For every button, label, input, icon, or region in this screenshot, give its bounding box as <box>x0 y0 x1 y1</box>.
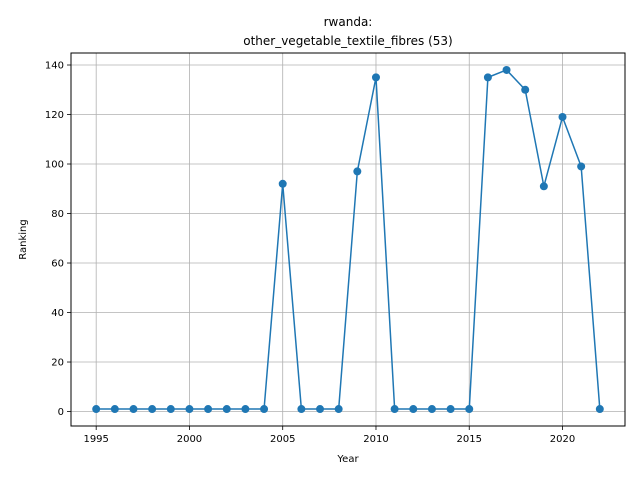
y-axis-ticks: 0 20 40 60 80 100 120 140 <box>45 61 71 418</box>
x-tick-label: 2015 <box>457 434 482 445</box>
y-axis-label: Ranking <box>18 219 29 259</box>
data-point <box>110 405 119 414</box>
data-point <box>297 405 306 414</box>
x-tick-label: 2010 <box>363 434 388 445</box>
data-point <box>278 179 287 188</box>
data-point <box>148 405 157 414</box>
data-point <box>577 162 586 171</box>
data-point <box>465 405 474 414</box>
y-tick-label: 100 <box>45 160 64 171</box>
data-point <box>558 112 567 121</box>
series-line <box>96 69 601 410</box>
data-point <box>260 405 269 414</box>
x-tick-label: 1995 <box>83 434 108 445</box>
data-point <box>483 73 492 82</box>
data-point <box>166 405 175 414</box>
data-point <box>129 405 138 414</box>
data-point <box>334 405 343 414</box>
data-point <box>446 405 455 414</box>
x-axis-ticks: 1995 2000 2005 2010 2015 2020 <box>83 426 575 445</box>
chart-title-line2: other_vegetable_textile_fibres (53) <box>243 34 453 48</box>
x-tick-label: 2000 <box>177 434 202 445</box>
y-tick-label: 60 <box>51 259 64 270</box>
plot-area-frame <box>70 52 626 427</box>
data-point <box>539 182 548 191</box>
data-point <box>185 405 194 414</box>
data-point <box>595 405 604 414</box>
y-tick-label: 40 <box>51 308 64 319</box>
data-point <box>204 405 213 414</box>
data-point <box>502 65 511 74</box>
data-point <box>427 405 436 414</box>
y-tick-label: 120 <box>45 110 64 121</box>
y-tick-label: 0 <box>58 407 64 418</box>
data-point <box>353 167 362 176</box>
data-point <box>92 405 101 414</box>
x-axis-label: Year <box>336 454 359 465</box>
data-point <box>316 405 325 414</box>
y-tick-label: 80 <box>51 209 64 220</box>
data-point <box>222 405 231 414</box>
x-tick-label: 2020 <box>550 434 575 445</box>
series-group <box>92 65 604 414</box>
grid-lines <box>71 53 625 426</box>
data-point <box>390 405 399 414</box>
x-tick-label: 2005 <box>270 434 295 445</box>
data-point <box>371 73 380 82</box>
data-point <box>241 405 250 414</box>
y-tick-label: 140 <box>45 61 64 72</box>
data-point <box>409 405 418 414</box>
y-tick-label: 20 <box>51 358 64 369</box>
data-point <box>521 85 530 94</box>
chart-title-line1: rwanda: <box>324 15 373 29</box>
